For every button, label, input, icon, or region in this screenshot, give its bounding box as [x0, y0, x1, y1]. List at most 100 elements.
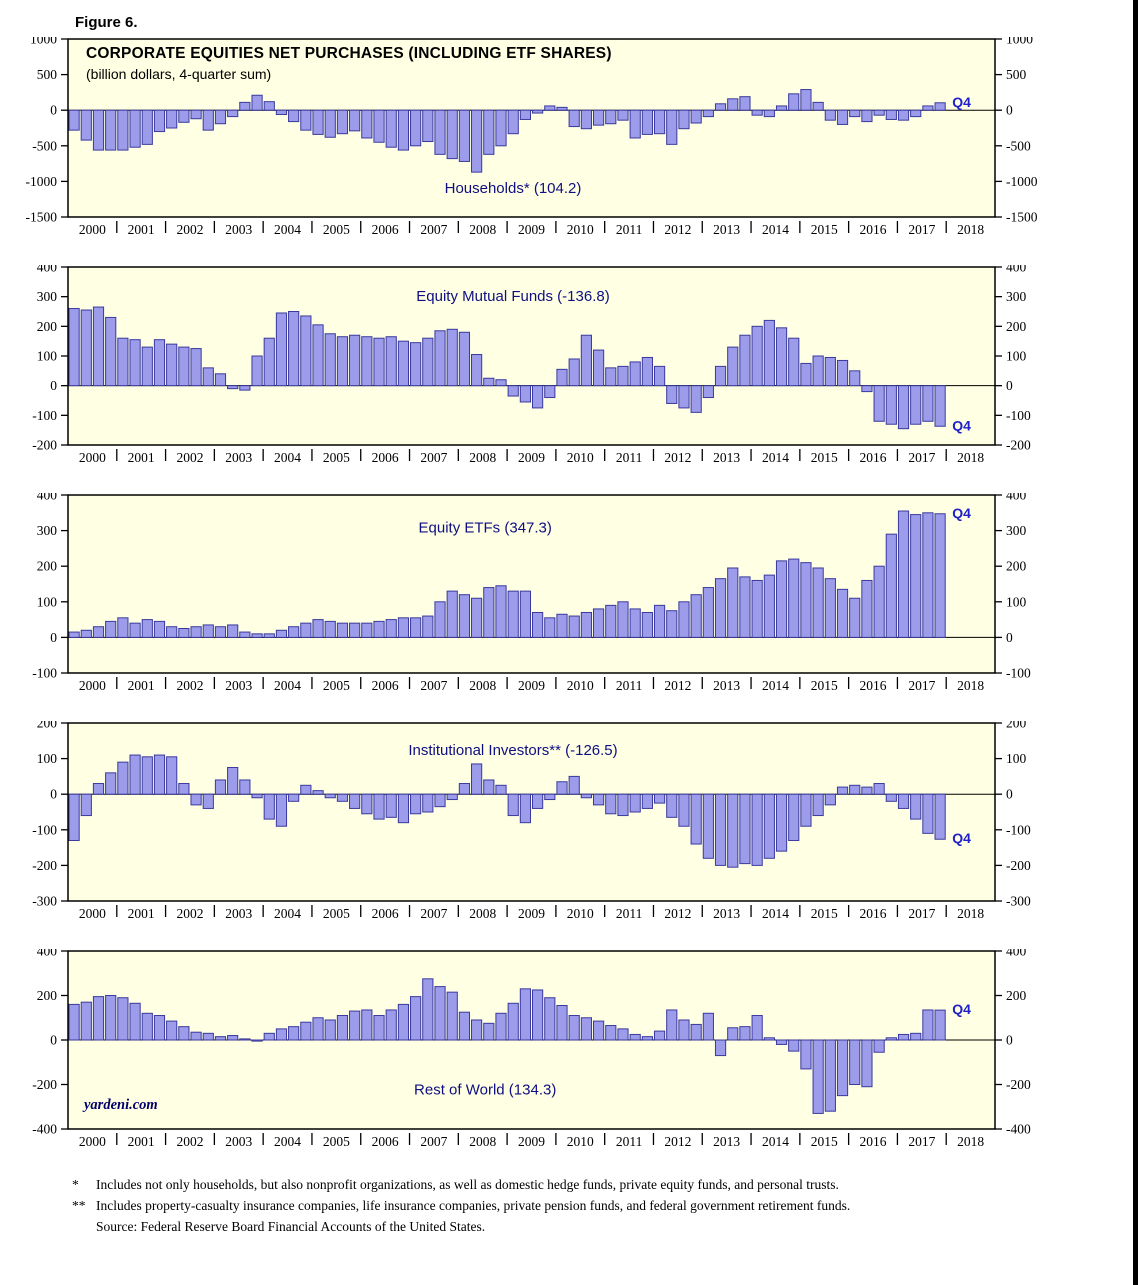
q4-annotation: Q4	[952, 94, 971, 110]
y-tick-label-left: 200	[37, 559, 58, 574]
bar	[592, 608, 605, 638]
plot-border	[67, 38, 996, 218]
bar	[532, 385, 544, 409]
bar	[434, 793, 446, 808]
bar	[312, 619, 324, 638]
bar	[861, 385, 873, 393]
y-tick-label-right: -200	[1006, 438, 1031, 453]
bar	[836, 786, 849, 795]
bar	[836, 1039, 849, 1097]
x-tick-label: 2011	[616, 222, 643, 237]
institutional-investors-chart: 200 200 100 100 0 0 -100 -100 -200 -200 -300 -300 20…	[32, 721, 1031, 921]
source-text: Source: Federal Reserve Board Financial …	[96, 1219, 486, 1234]
bar	[922, 1009, 934, 1041]
bar	[727, 346, 739, 387]
bar	[532, 989, 544, 1041]
bar	[361, 793, 373, 815]
bar	[422, 793, 434, 813]
x-tick-label: 2013	[713, 906, 740, 921]
bar	[483, 377, 495, 387]
bar	[263, 793, 275, 820]
bar	[910, 793, 922, 820]
bar	[812, 1039, 824, 1114]
bar	[495, 379, 507, 387]
y-tick-label-right: -200	[1006, 858, 1031, 873]
y-tick-label-right: 0	[1006, 1033, 1013, 1048]
bar	[190, 793, 202, 806]
y-tick-label-left: 200	[37, 319, 58, 334]
bar	[739, 96, 751, 111]
bar	[300, 784, 312, 795]
x-tick-label: 2010	[567, 450, 594, 465]
bar	[251, 633, 263, 638]
bar	[592, 793, 605, 806]
bar	[763, 319, 775, 387]
bar	[556, 1005, 568, 1041]
bar	[105, 772, 117, 795]
bar	[397, 793, 410, 824]
x-tick-label: 2001	[128, 678, 155, 693]
bar	[153, 620, 166, 638]
bar	[934, 1009, 946, 1041]
bar	[495, 1012, 507, 1041]
y-tick-label-right: 200	[1006, 988, 1027, 1003]
equity-mutual-funds-chart: 400 400 300 300 200 200 100 100 0 0 -100 -100 -200 -2…	[32, 265, 1031, 465]
bar	[434, 986, 446, 1041]
bar	[763, 793, 775, 859]
bar	[141, 619, 153, 638]
y-tick-label-right: -100	[1006, 408, 1031, 423]
bar	[434, 601, 446, 638]
bar	[336, 793, 349, 802]
y-tick-label-left: 1000	[30, 37, 57, 47]
bar	[385, 109, 397, 148]
x-tick-label: 2016	[860, 678, 887, 693]
bar	[336, 622, 349, 638]
bar	[92, 109, 105, 151]
bar	[202, 1032, 214, 1041]
bar	[373, 620, 385, 638]
bar	[251, 1039, 263, 1042]
series-label: Institutional Investors** (-126.5)	[408, 742, 617, 759]
bar	[80, 629, 92, 638]
bar	[275, 793, 288, 827]
figure-number-label: Figure 6.	[75, 14, 138, 31]
bar	[812, 567, 824, 638]
q4-annotation: Q4	[952, 1001, 971, 1017]
x-tick-label: 2004	[274, 222, 301, 237]
y-tick-label-right: -200	[1006, 1077, 1031, 1092]
x-tick-label: 2002	[176, 1134, 203, 1149]
x-tick-label: 2003	[225, 450, 252, 465]
x-tick-label: 2004	[274, 450, 301, 465]
x-tick-label: 2015	[811, 678, 838, 693]
bar	[141, 346, 153, 387]
bar	[471, 1019, 483, 1041]
bar	[117, 761, 129, 795]
bar	[775, 105, 788, 111]
series-label: Equity ETFs (347.3)	[419, 519, 552, 536]
bar	[68, 1003, 80, 1041]
bar	[580, 793, 592, 799]
bar	[422, 109, 434, 143]
plot-border	[67, 494, 996, 674]
bar	[214, 109, 227, 125]
y-tick-label-right: -1500	[1006, 210, 1038, 225]
bar	[251, 793, 263, 799]
series-label: Equity Mutual Funds (-136.8)	[416, 288, 609, 305]
bar	[934, 102, 946, 111]
x-tick-label: 2010	[567, 906, 594, 921]
bar	[239, 631, 251, 638]
bar	[129, 622, 141, 638]
y-tick-label-right: 0	[1006, 787, 1013, 802]
x-tick-label: 2013	[713, 678, 740, 693]
x-tick-label: 2015	[811, 222, 838, 237]
bar	[824, 1039, 836, 1112]
bar	[849, 784, 861, 795]
bar	[361, 336, 373, 387]
bar	[592, 109, 605, 126]
x-tick-label: 2012	[664, 906, 691, 921]
x-tick-label: 2005	[323, 678, 350, 693]
bar	[739, 576, 751, 638]
bar	[80, 109, 92, 141]
x-tick-label: 2017	[908, 222, 935, 237]
bar	[910, 109, 922, 118]
